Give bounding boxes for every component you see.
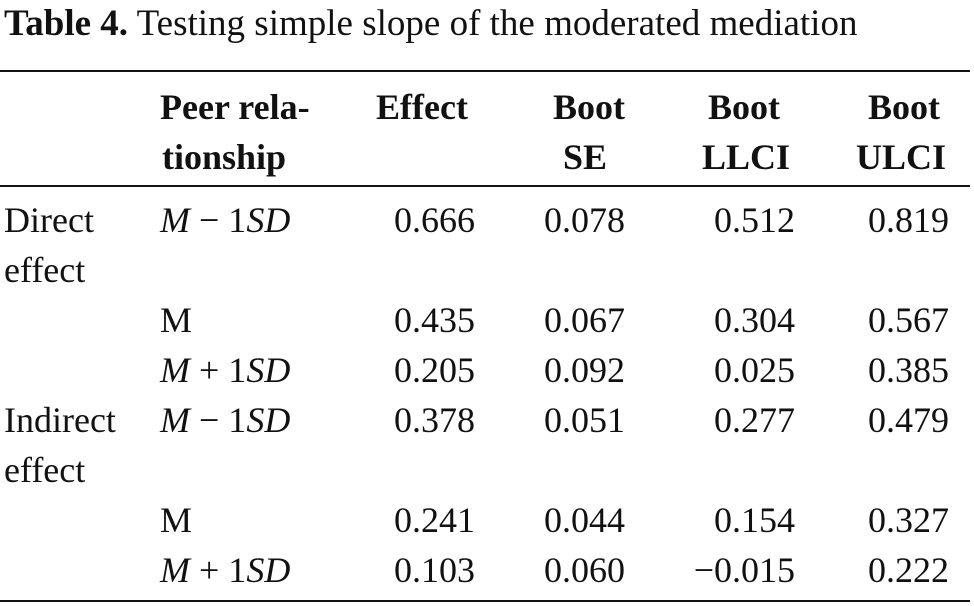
table-cell-se: 0.060 (544, 550, 625, 590)
table-cell-llci: 0.154 (714, 500, 795, 540)
table-row-level: M + 1SD (160, 350, 291, 390)
header-peer-line1: Peer rela- (160, 87, 310, 127)
table-row-level: M − 1SD (160, 400, 291, 440)
table-cell-se: 0.092 (544, 350, 625, 390)
table-cell-effect: 0.435 (394, 300, 475, 340)
table-cell-se: 0.078 (544, 200, 625, 240)
group-label-direct-line2: effect (4, 250, 86, 290)
header-effect: Effect (376, 87, 468, 127)
table-cell-llci: 0.025 (714, 350, 795, 390)
header-boot-se-line1: Boot (553, 87, 625, 127)
table-row-level: M − 1SD (160, 200, 291, 240)
table-cell-llci: 0.512 (714, 200, 795, 240)
table-row-level: M (160, 500, 193, 540)
table-cell-se: 0.067 (544, 300, 625, 340)
table-cell-ulci: 0.819 (868, 200, 949, 240)
table-cell-llci: 0.277 (714, 400, 795, 440)
header-boot-llci-line1: Boot (708, 87, 780, 127)
group-label-indirect-line1: Indirect (4, 400, 116, 440)
header-boot-llci-line2: LLCI (701, 137, 790, 177)
header-boot-ulci-line2: ULCI (855, 137, 946, 177)
caption-text: Testing simple slope of the moderated me… (136, 3, 858, 44)
table-cell-ulci: 0.222 (868, 550, 949, 590)
caption-label: Table 4. (4, 3, 129, 44)
table-row-level: M (160, 300, 193, 340)
group-label-direct-line1: Direct (4, 200, 94, 240)
header-rule (0, 185, 970, 187)
group-label-indirect-line2: effect (4, 450, 86, 490)
header-boot-ulci-line1: Boot (868, 87, 940, 127)
table-cell-ulci: 0.479 (868, 400, 949, 440)
table-cell-effect: 0.103 (394, 550, 475, 590)
table-cell-llci: 0.304 (714, 300, 795, 340)
table-cell-effect: 0.241 (394, 500, 475, 540)
header-peer-line2: tionship (162, 137, 287, 177)
table-row-level: M + 1SD (160, 550, 291, 590)
table-cell-effect: 0.205 (394, 350, 475, 390)
table-cell-ulci: 0.327 (868, 500, 949, 540)
header-boot-se-line2: SE (562, 137, 607, 177)
table-cell-ulci: 0.385 (868, 350, 949, 390)
bottom-rule (0, 600, 970, 602)
table-cell-se: 0.044 (544, 500, 625, 540)
table-caption: Table 4. Testing simple slope of the mod… (4, 2, 857, 46)
top-rule (0, 70, 970, 72)
table-cell-effect: 0.378 (394, 400, 475, 440)
table-cell-effect: 0.666 (394, 200, 475, 240)
table-cell-ulci: 0.567 (868, 300, 949, 340)
table-cell-se: 0.051 (544, 400, 625, 440)
table-cell-llci: −0.015 (693, 550, 795, 590)
